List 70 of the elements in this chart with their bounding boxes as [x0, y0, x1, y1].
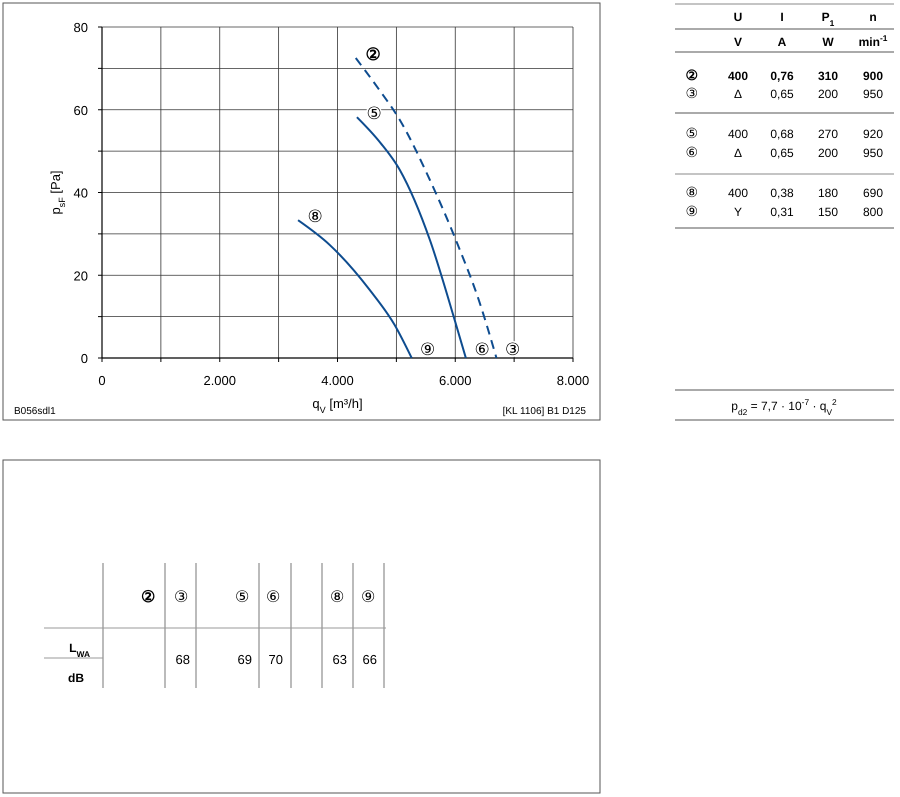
text: Δ	[734, 87, 742, 101]
text: 950	[862, 146, 884, 160]
text: P$_{1}$	[822, 10, 835, 28]
text: dB	[68, 671, 84, 685]
text: ③	[174, 589, 188, 606]
text: ②	[141, 589, 155, 606]
annotation: ⑧	[308, 207, 323, 226]
text: 180	[818, 186, 838, 200]
annotation: ⑤	[366, 104, 382, 124]
text: ⑨	[361, 589, 375, 606]
text: ③	[686, 85, 698, 101]
text: 68	[176, 652, 190, 667]
text: 310	[818, 69, 838, 83]
text: 150	[818, 205, 838, 219]
text: 0,68	[770, 127, 794, 141]
text: I	[780, 10, 784, 24]
text: 400	[728, 127, 748, 141]
annotation: ②	[365, 45, 380, 64]
text: ⑥	[266, 589, 280, 606]
x-axis-title: q$_{V}$ [m³/h]	[312, 396, 363, 415]
y-tick-label: 40	[74, 186, 88, 200]
text: Δ	[734, 146, 742, 160]
text: 900	[862, 69, 884, 83]
text: min$^{-1}$	[858, 33, 888, 49]
text: 950	[862, 87, 884, 101]
text: ⑤	[235, 589, 249, 606]
text: ⑧	[686, 184, 698, 200]
text: 400	[728, 69, 748, 83]
text: 0,65	[770, 146, 794, 160]
text: 69	[238, 652, 252, 667]
text: 0,65	[770, 87, 794, 101]
text: 0,38	[770, 186, 794, 200]
y-tick-label: 20	[74, 268, 88, 284]
x-tick-label: 6.000	[438, 373, 472, 388]
text: ⑧	[330, 589, 344, 606]
text: 690	[862, 186, 884, 200]
annotation: ⑨	[420, 340, 436, 359]
y-tick-label: 60	[74, 102, 88, 118]
text: Y	[734, 205, 742, 219]
annotation: ⑥	[474, 340, 490, 359]
text: L$_{WA}$	[69, 641, 90, 659]
x-tick-label: 0	[98, 373, 106, 388]
text: 63	[332, 652, 347, 667]
text: U	[734, 10, 742, 24]
text: 66	[362, 652, 377, 667]
text: A	[778, 35, 787, 49]
text: 0,76	[770, 69, 794, 83]
x-tick-label: 8.000	[556, 373, 590, 388]
x-tick-label: 2.000	[203, 373, 236, 388]
text: ⑥	[686, 144, 698, 160]
text: V	[734, 35, 742, 49]
text: W	[822, 35, 834, 49]
y-tick-label: 80	[74, 20, 88, 35]
text: n	[869, 10, 877, 24]
text: 270	[818, 127, 838, 141]
text: ⑤	[686, 125, 698, 141]
text: ⑨	[686, 203, 698, 219]
x-tick-label: 4.000	[321, 373, 354, 388]
y-tick-label: 0	[80, 351, 88, 366]
text: 200	[818, 146, 838, 160]
text: 400	[728, 186, 748, 200]
text: 200	[818, 87, 838, 101]
text: 920	[862, 127, 884, 141]
text: 0,31	[770, 205, 794, 219]
text: ②	[686, 67, 698, 83]
text: [KL 1106] B1 D125	[502, 406, 586, 417]
text: B056sdl1	[14, 406, 56, 417]
annotation: ③	[504, 340, 520, 359]
text: 800	[862, 205, 884, 219]
text: 70	[268, 652, 283, 667]
